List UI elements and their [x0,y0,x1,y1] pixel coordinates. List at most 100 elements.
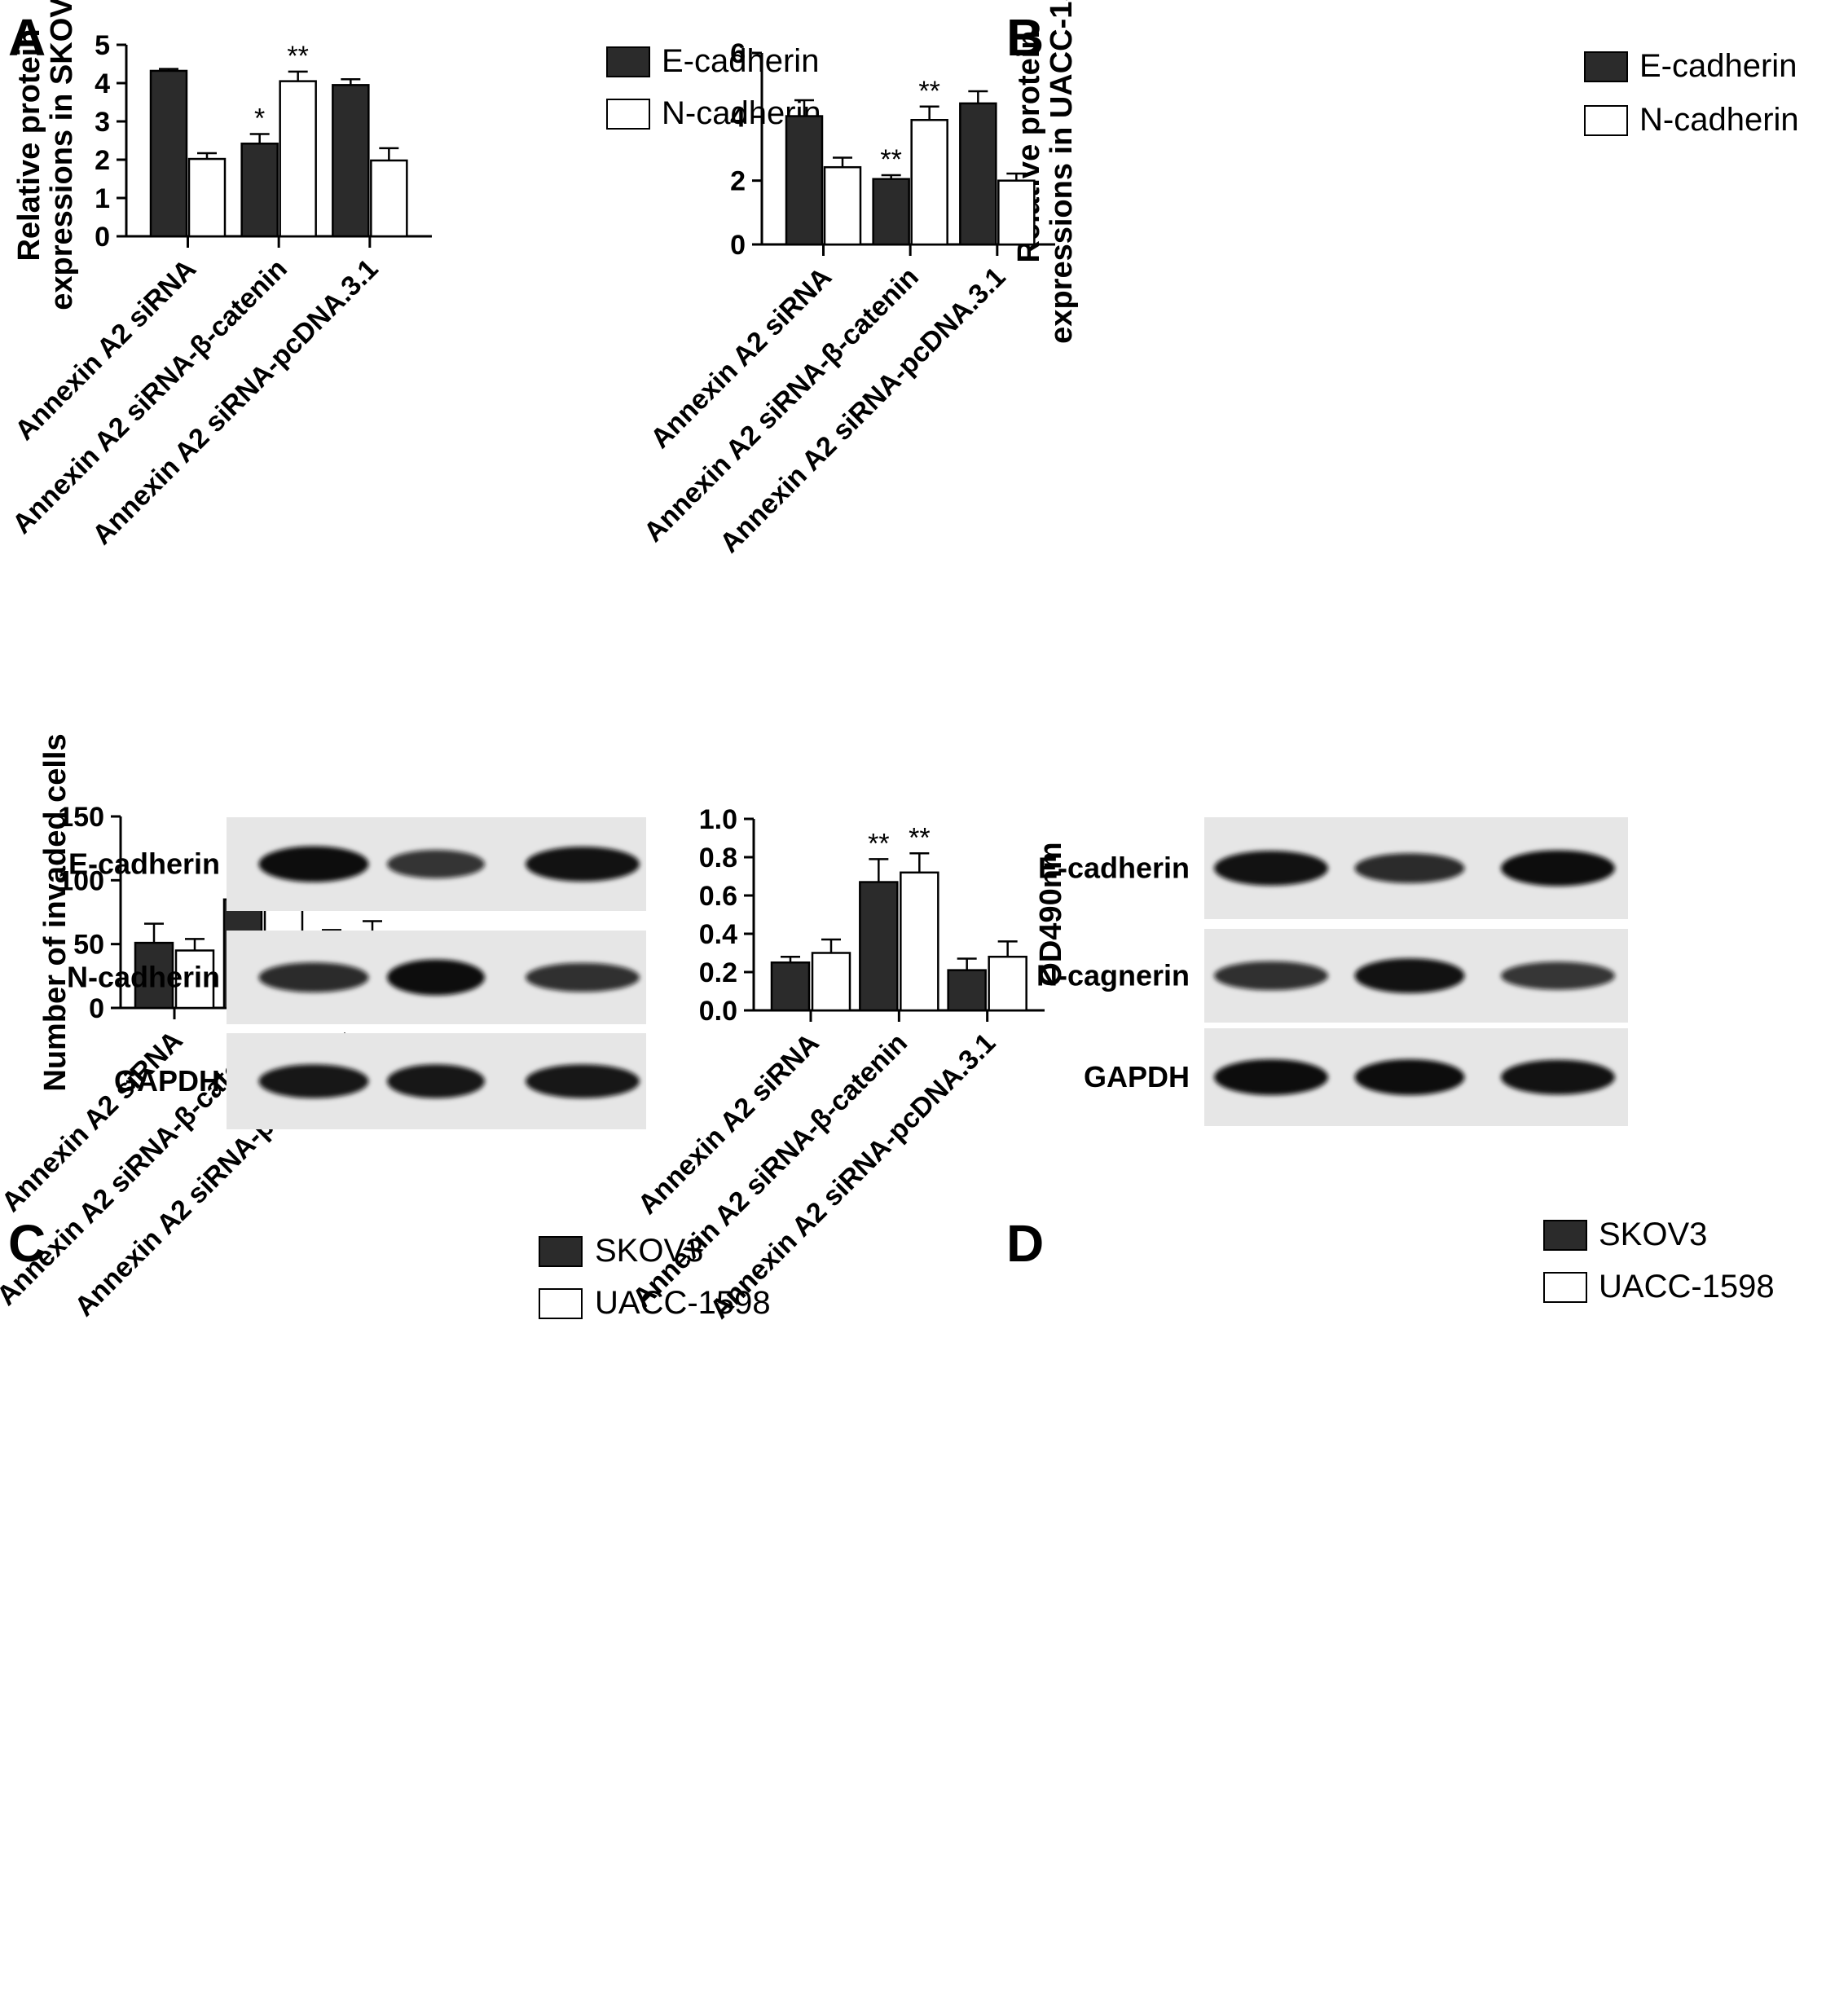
bar-e-cadherin [149,69,188,238]
legend-swatch [539,1236,583,1267]
bar-n-cadherin [823,165,862,246]
bar-skov3 [859,881,899,1012]
y-tick-label: 150 [58,802,104,833]
y-tick-label: 0.8 [699,843,737,873]
bar-e-cadherin [872,178,910,246]
y-tick-label: 0 [95,222,110,253]
y-axis-label: Number of invaded cells [38,733,73,1091]
y-tick-label: 100 [58,865,104,896]
blot-band [1354,958,1465,993]
y-tick-label: 0.0 [699,996,737,1027]
western-blot-a: E-cadherin N-cadherin GAPDH [67,817,646,1129]
legend-swatch [539,1288,583,1319]
bar-n-cadherin [370,159,408,238]
y-tick-label: 2 [95,145,110,176]
legend: E-cadherin N-cadherin [1584,48,1799,138]
significance-marker: * [254,103,265,134]
legend-label: SKOV3 [595,1233,703,1269]
y-tick-label: 4 [730,102,746,133]
y-axis-label-line: expressions in SKOV3 [45,0,79,310]
panel-letter-a: A [8,8,46,67]
bar-n-cadherin [997,179,1036,246]
blot-band [1501,1059,1615,1095]
blot-band [258,962,369,992]
blot-band [1214,961,1328,991]
significance-marker: ** [909,822,930,853]
bar-n-cadherin [187,157,227,238]
bar-n-cadherin [910,119,948,246]
significance-marker: ** [287,41,308,72]
legend-swatch [1584,105,1628,136]
blot-band [1354,1059,1465,1095]
legend-label: E-cadherin [662,43,819,79]
significance-marker: ** [868,828,889,859]
legend: SKOV3 UACC-1598 [1543,1217,1775,1305]
blot-band [387,1064,485,1098]
bar-n-cadherin [279,80,317,238]
blot-band [526,962,640,992]
blot-label: GAPDH [1084,1060,1190,1093]
bar-uacc-1598 [811,952,851,1012]
bar-skov3 [770,961,811,1012]
blot-band [258,1064,369,1098]
y-tick-label: 1 [95,183,110,214]
blot-label: GAPDH [114,1064,220,1098]
significance-marker: ** [880,144,901,175]
y-axis-label-line: Relative protein [12,29,46,261]
bar-e-cadherin [785,115,824,246]
bar-uacc-1598 [174,949,215,1010]
blot-band [526,1064,640,1098]
y-tick-label: 1.0 [699,804,737,835]
panel-letter-d: D [1006,1214,1044,1273]
blot-band [1501,850,1615,887]
significance-marker: ** [918,76,939,107]
y-tick-label: 5 [95,30,110,61]
blot-label: N-cagnerin [1036,959,1190,992]
legend-swatch [606,46,650,77]
y-axis-label-line: OD490nm [1034,842,1068,986]
legend-label: UACC-1598 [1599,1269,1775,1305]
blot-band [387,959,485,996]
western-blot-b: E-cadherin N-cagnerin GAPDH [1036,817,1628,1126]
y-tick-label: 0.2 [699,957,737,988]
y-tick-label: 6 [730,38,746,69]
blot-band [1501,961,1615,990]
x-tick-label: Annexin A2 siRNA [9,253,202,447]
y-tick-label: 0.4 [699,919,737,950]
legend: SKOV3 UACC-1598 [539,1233,771,1321]
legend-swatch [606,99,650,130]
blot-band [387,850,485,878]
legend-swatch [1543,1272,1587,1303]
blot-label: E-cadherin [1038,851,1190,885]
bar-uacc-1598 [988,955,1027,1012]
legend-swatch [1584,51,1628,82]
y-axis-label: OD490nm [1034,842,1068,986]
y-tick-label: 2 [730,166,746,197]
y-tick-label: 0.6 [699,881,737,912]
bar-e-cadherin [959,102,997,246]
legend-label: E-cadherin [1639,48,1797,84]
y-axis-label-line: expressions in UACC-1598 [1045,0,1079,344]
legend-label: N-cadherin [1639,102,1799,138]
y-axis-label-line: Number of invaded cells [38,733,73,1091]
y-tick-label: 3 [95,107,110,138]
panel-letter-b: B [1006,8,1044,67]
blot-label: N-cadherin [67,961,220,994]
blot-band [526,847,640,882]
panel-letter-c: C [8,1214,46,1273]
legend-label: SKOV3 [1599,1217,1707,1252]
legend-label: UACC-1598 [595,1285,771,1321]
y-tick-label: 0 [730,230,746,261]
blot-band [258,846,369,882]
bar-e-cadherin [240,143,279,238]
y-tick-label: 4 [95,68,110,99]
y-tick-label: 50 [73,930,104,961]
blot-label: E-cadherin [68,847,220,881]
bar-e-cadherin [332,84,370,238]
bar-skov3 [947,969,987,1012]
